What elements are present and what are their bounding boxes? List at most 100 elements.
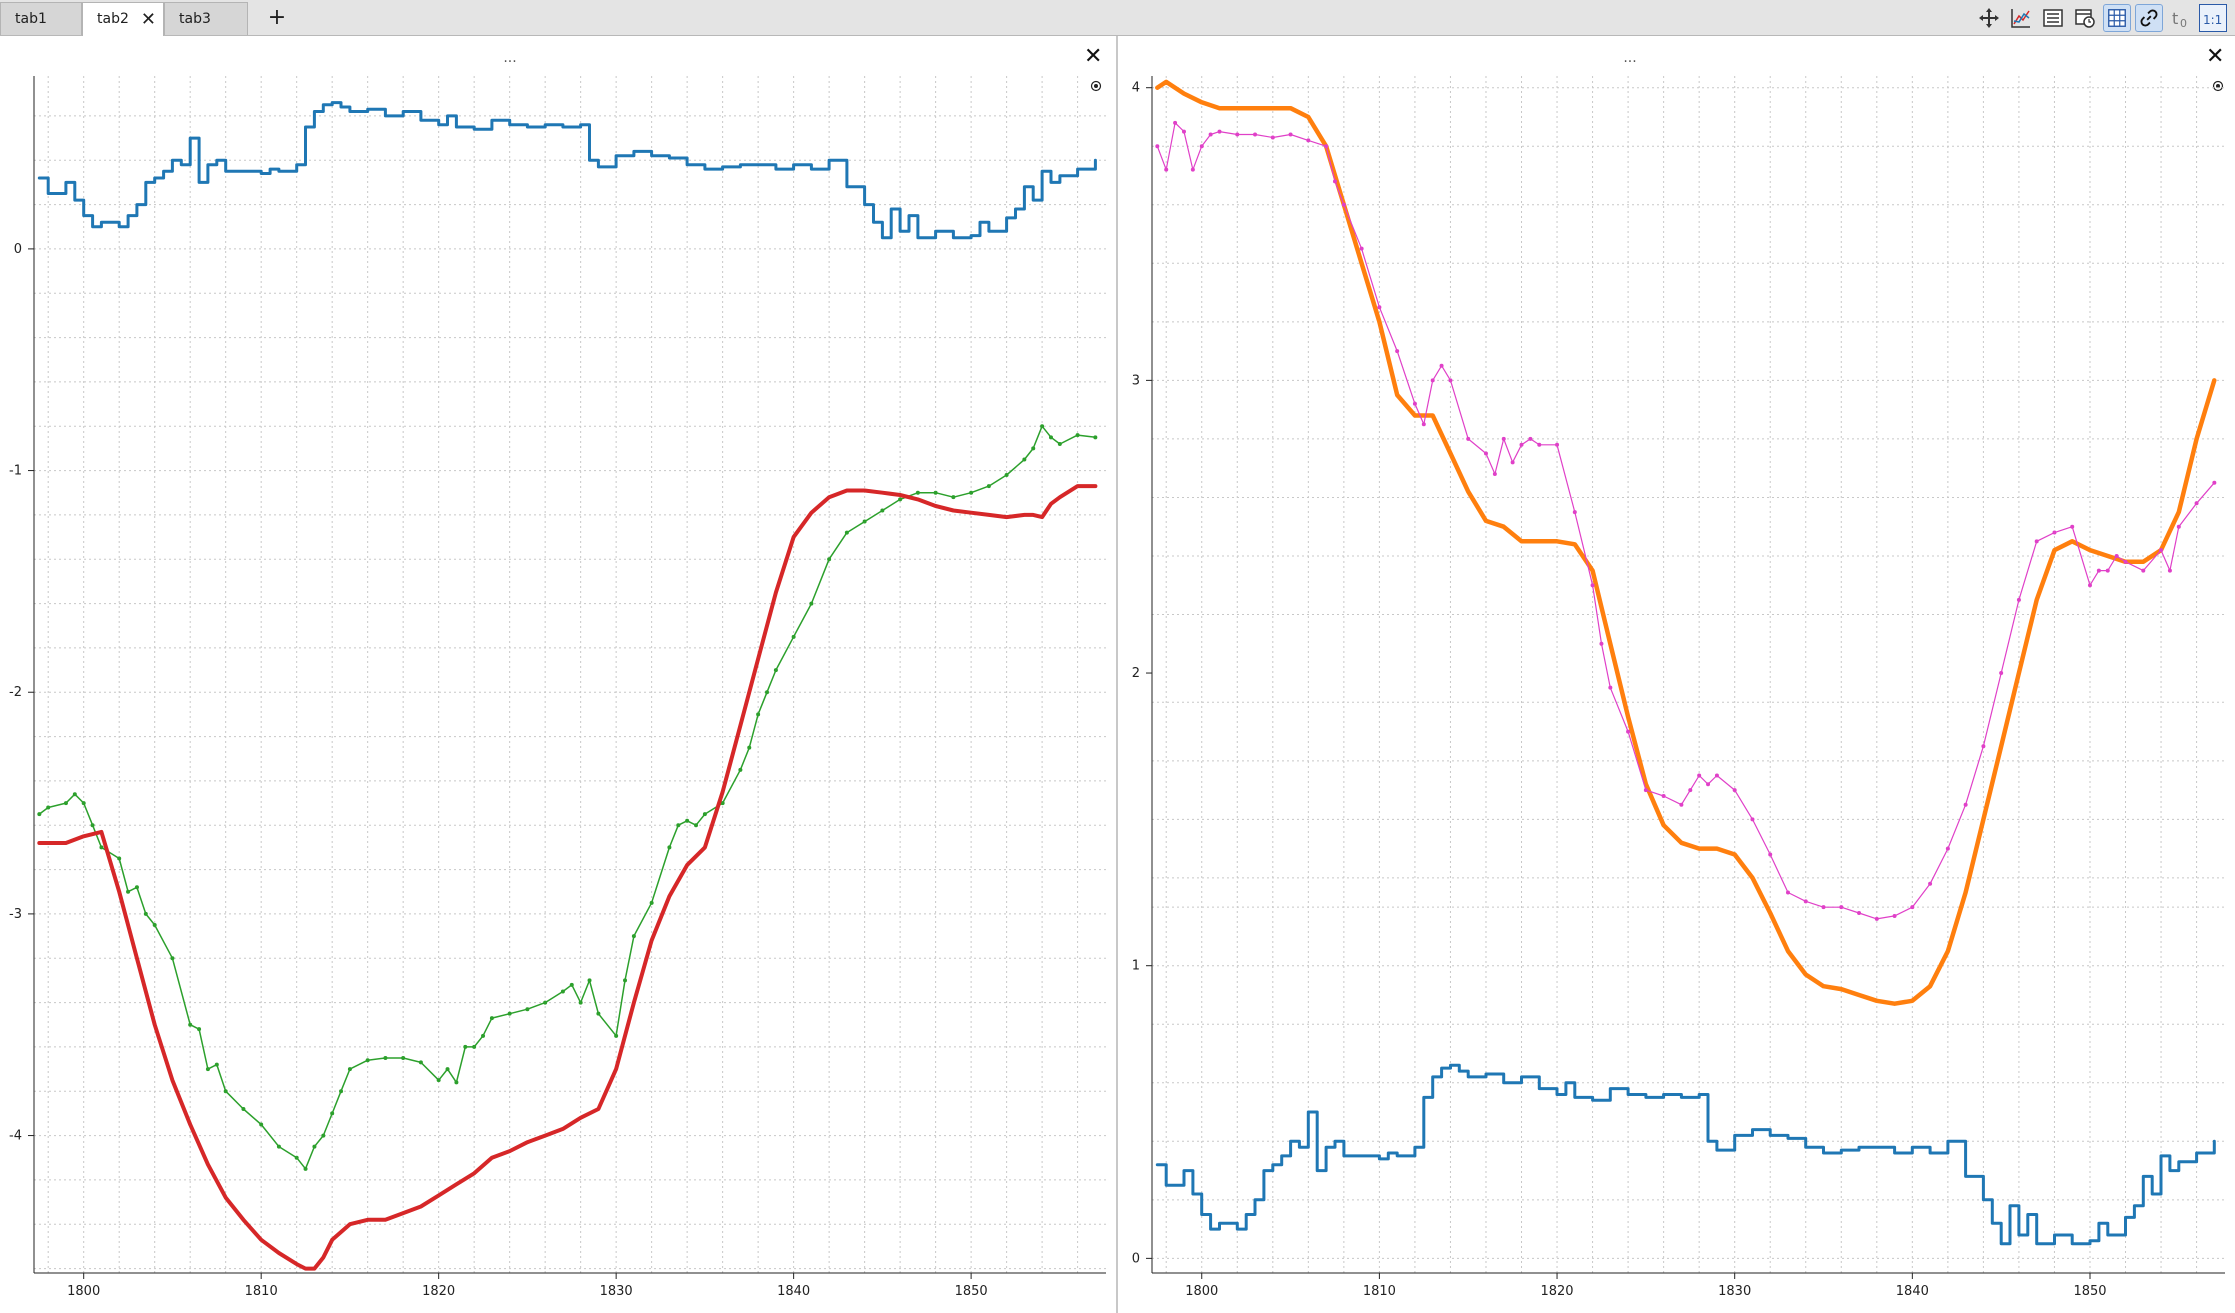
series-0 [1155,79,2217,1006]
tab-tab2[interactable]: tab2 ✕ [82,2,164,36]
data-point [1155,144,1160,149]
panel-close-icon[interactable]: ✕ [1084,44,1103,69]
legend-icon[interactable] [2039,4,2067,32]
move-icon[interactable] [1975,4,2003,32]
grid-icon[interactable] [2103,4,2131,32]
panel-menu-dots[interactable]: ... [503,50,517,66]
data-point [1288,132,1293,137]
curves-icon[interactable] [2007,4,2035,32]
data-point [773,668,778,673]
data-point [2212,480,2217,485]
plot-panel-right[interactable]: ... ✕ 1800 1810 1820 1830 1840 1850 0 1 2 3 4 [1118,36,2235,1313]
data-point [1599,641,1604,646]
data-point [223,1089,228,1094]
data-point [1492,472,1497,477]
y-tick-label: 3 [1132,373,1140,388]
data-point [1324,144,1329,149]
data-point [1181,129,1186,134]
data-point [321,1133,326,1138]
data-point [1048,435,1053,440]
data-point [347,1067,352,1072]
data-point [259,1122,264,1127]
data-point [197,1027,202,1032]
data-point [90,823,95,828]
data-point [214,1062,219,1067]
chart-right[interactable]: 1800 1810 1820 1830 1840 1850 0 1 2 3 4 [1118,36,2235,1313]
panel-menu-dots[interactable]: ... [1623,50,1637,66]
time-tracker-icon[interactable] [2071,4,2099,32]
data-point [614,1033,619,1038]
data-point [649,900,654,905]
data-point [880,508,885,513]
data-point [862,519,867,524]
data-point [1395,349,1400,354]
panel-pin-icon[interactable] [1090,80,1102,92]
data-point [134,885,139,890]
series-line [1155,1063,2216,1246]
data-point [738,767,743,772]
plot-panel-left[interactable]: ... ✕ 1800 1810 1820 1830 1840 1850 0 -1 -2 -3 -4 [0,36,1118,1313]
data-point [1785,890,1790,895]
data-point [702,812,707,817]
data-point [1661,793,1666,798]
data-point [827,557,832,562]
data-point [241,1106,246,1111]
y-tick-label: -2 [9,685,22,700]
y-tick-label: 0 [14,242,22,257]
data-point [1430,378,1435,383]
data-point [1075,433,1080,438]
data-point [525,1007,530,1012]
data-point [1537,442,1542,447]
data-point [294,1155,299,1160]
tab-label: tab1 [15,11,47,27]
data-point [1643,788,1648,793]
x-tick-label: 1840 [777,1284,810,1299]
tab-close-icon[interactable]: ✕ [140,9,156,30]
add-tab-button[interactable]: + [267,5,287,30]
data-point [1821,905,1826,910]
data-point [1963,802,1968,807]
data-point [1164,167,1169,172]
chart-left[interactable]: 1800 1810 1820 1830 1840 1850 0 -1 -2 -3 -4 [0,36,1116,1313]
data-point [1803,899,1808,904]
data-point [126,889,131,894]
series-line [37,484,1098,1271]
x-tick-label: 1810 [1363,1284,1396,1299]
x-tick-label: 1800 [67,1284,100,1299]
data-point [1679,802,1684,807]
data-point [99,845,104,850]
data-point [1306,138,1311,143]
data-point [2176,524,2181,529]
series-0 [37,101,1097,240]
data-point [1910,905,1915,910]
data-point [1590,583,1595,588]
data-point [569,982,574,987]
y-tick-label: -3 [9,907,22,922]
data-point [1945,846,1950,851]
data-point [1412,401,1417,406]
link-icon[interactable] [2135,4,2163,32]
ratio-1-1-icon[interactable]: 1:1 [2199,4,2227,32]
data-point [1093,435,1098,440]
tab-tab1[interactable]: tab1 [0,2,82,35]
panel-close-icon[interactable]: ✕ [2206,44,2225,69]
data-point [489,1016,494,1021]
data-point [2114,553,2119,558]
x-tick-label: 1810 [245,1284,278,1299]
x-tick-label: 1840 [1896,1284,1929,1299]
tab-tab3[interactable]: tab3 [164,2,248,35]
data-point [1750,817,1755,822]
data-point [631,934,636,939]
data-point [1555,442,1560,447]
x-tick-label: 1850 [955,1284,988,1299]
data-point [933,490,938,495]
series-2 [1155,1063,2216,1246]
data-point [2034,539,2039,544]
data-point [1928,881,1933,886]
data-point [46,805,51,810]
data-point [1572,510,1577,515]
data-point [2123,559,2128,564]
panel-pin-icon[interactable] [2212,80,2224,92]
data-point [1839,905,1844,910]
